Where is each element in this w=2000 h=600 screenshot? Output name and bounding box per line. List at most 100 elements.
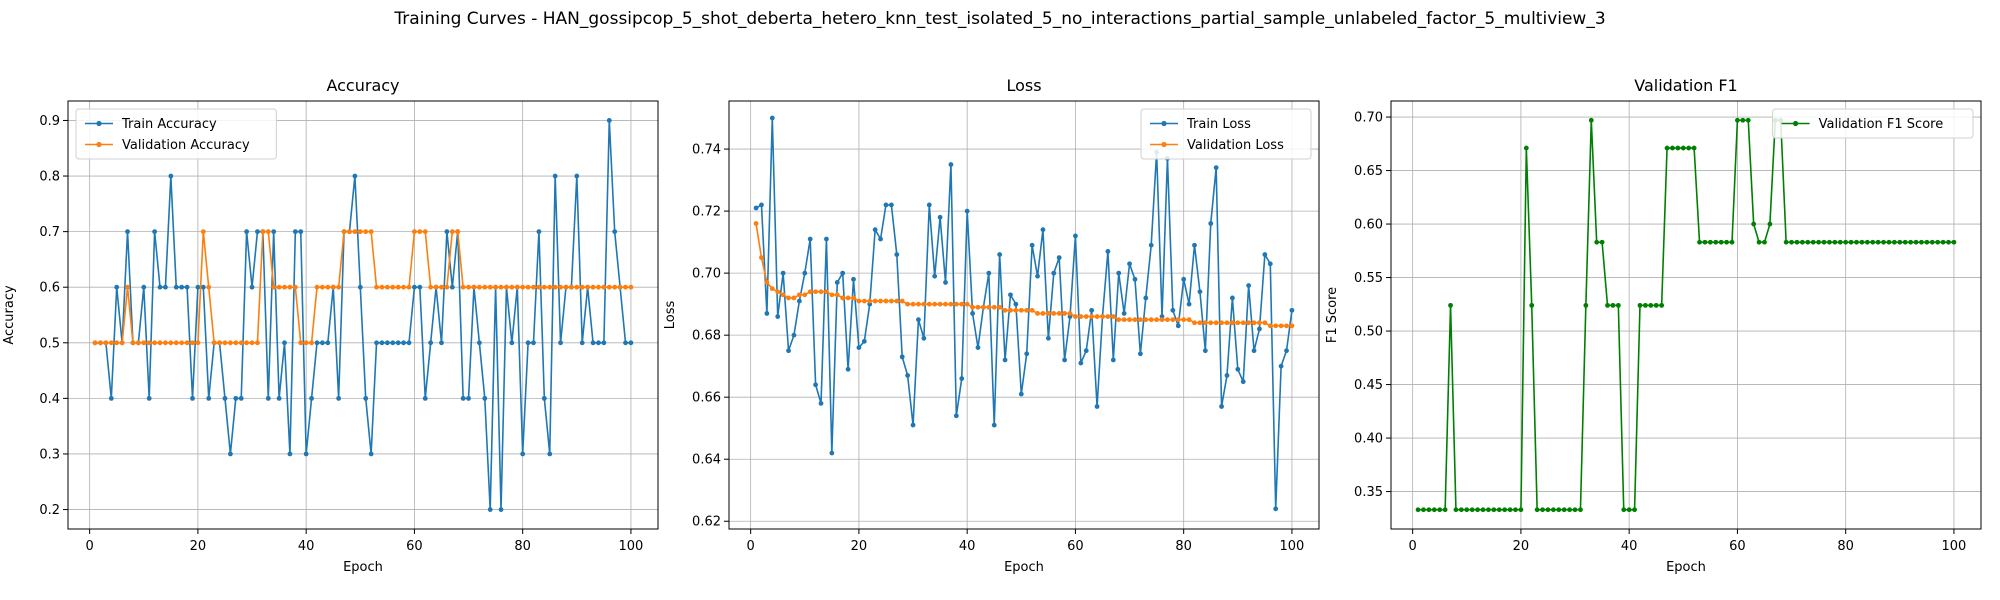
data-point — [168, 340, 174, 346]
data-point — [509, 340, 515, 346]
data-point — [579, 340, 585, 346]
data-point — [1875, 239, 1881, 245]
data-point — [325, 284, 331, 290]
data-point — [1453, 507, 1459, 513]
y-tick-label: 0.45 — [1354, 378, 1383, 393]
legend: Validation F1 Score — [1772, 108, 1974, 139]
data-point — [1219, 404, 1224, 409]
data-point — [1267, 261, 1273, 267]
data-point — [1491, 507, 1497, 513]
data-point — [1262, 252, 1268, 257]
data-point — [384, 340, 390, 346]
data-point — [1518, 507, 1524, 513]
data-point — [1127, 317, 1132, 323]
y-tick-label: 0.9 — [39, 114, 60, 129]
data-point — [780, 270, 786, 276]
data-point — [1246, 320, 1252, 326]
x-tick-label: 20 — [851, 539, 868, 554]
data-point — [1289, 323, 1295, 329]
y-axis-label: Accuracy — [2, 285, 17, 345]
data-point — [1940, 239, 1946, 245]
y-tick-label: 0.5 — [39, 336, 60, 351]
data-point — [422, 395, 428, 401]
data-point — [1051, 270, 1057, 276]
data-point — [1148, 242, 1154, 248]
data-point — [374, 340, 379, 346]
data-point — [271, 229, 277, 235]
data-point — [482, 284, 488, 290]
data-point — [222, 340, 228, 346]
data-point — [439, 284, 444, 290]
data-point — [314, 340, 320, 346]
y-tick-label: 0.60 — [1354, 218, 1383, 233]
data-point — [249, 340, 255, 346]
data-point — [948, 301, 954, 307]
data-point — [1881, 239, 1886, 245]
data-point — [1442, 507, 1448, 513]
data-point — [1181, 317, 1187, 323]
data-point — [970, 304, 975, 310]
data-point — [888, 202, 894, 208]
x-tick-label: 100 — [1280, 539, 1305, 554]
x-tick-label: 100 — [1942, 539, 1967, 554]
data-point — [590, 340, 596, 346]
data-point — [759, 202, 764, 208]
data-point — [125, 229, 130, 235]
data-point — [1832, 239, 1838, 245]
data-point — [1567, 507, 1573, 513]
data-point — [1615, 302, 1621, 308]
data-point — [775, 289, 781, 295]
data-point — [1653, 302, 1659, 308]
data-point — [764, 280, 770, 285]
data-point — [1599, 239, 1605, 245]
series-train-loss — [753, 115, 1295, 512]
data-point — [476, 340, 482, 346]
chart-panel-3: 0 20 40 60 80 100 0.35 0.40 0.45 0.50 0.55 0.60 0.65… — [1325, 76, 1982, 575]
data-point — [1697, 239, 1702, 245]
data-point — [807, 289, 813, 295]
data-point — [206, 395, 212, 401]
data-point — [287, 451, 293, 457]
data-point — [428, 284, 434, 290]
data-point — [1919, 239, 1924, 245]
data-point — [1078, 314, 1084, 319]
data-point — [146, 395, 152, 401]
data-point — [363, 395, 369, 401]
data-point — [336, 395, 342, 401]
data-point — [1421, 507, 1426, 513]
data-point — [368, 229, 374, 235]
data-point — [791, 332, 797, 338]
data-point — [525, 340, 531, 346]
data-point — [1935, 239, 1941, 245]
data-point — [1273, 506, 1279, 512]
legend-box — [1772, 108, 1974, 139]
data-point — [412, 284, 417, 290]
data-point — [1143, 295, 1149, 301]
data-point — [1523, 145, 1529, 151]
data-point — [417, 284, 423, 290]
data-point — [824, 289, 829, 295]
data-point — [883, 202, 889, 208]
data-point — [125, 284, 130, 290]
data-point — [1137, 351, 1143, 357]
chart-title: Validation F1 — [1634, 76, 1737, 95]
data-point — [791, 295, 797, 301]
data-point — [1040, 227, 1046, 233]
x-tick-label: 60 — [1067, 539, 1084, 554]
data-point — [883, 298, 889, 304]
data-point — [970, 311, 975, 316]
data-point — [1572, 507, 1578, 513]
axes-frame — [1390, 100, 1982, 530]
legend-marker — [1161, 141, 1167, 148]
data-point — [1186, 317, 1192, 323]
data-point — [1018, 391, 1024, 397]
data-point — [265, 395, 271, 401]
data-point — [244, 340, 250, 346]
data-point — [1437, 507, 1443, 513]
data-point — [1756, 239, 1762, 245]
data-point — [541, 284, 547, 290]
data-point — [406, 340, 412, 346]
data-point — [1284, 323, 1289, 329]
data-point — [840, 295, 846, 301]
legend-marker — [96, 141, 102, 148]
